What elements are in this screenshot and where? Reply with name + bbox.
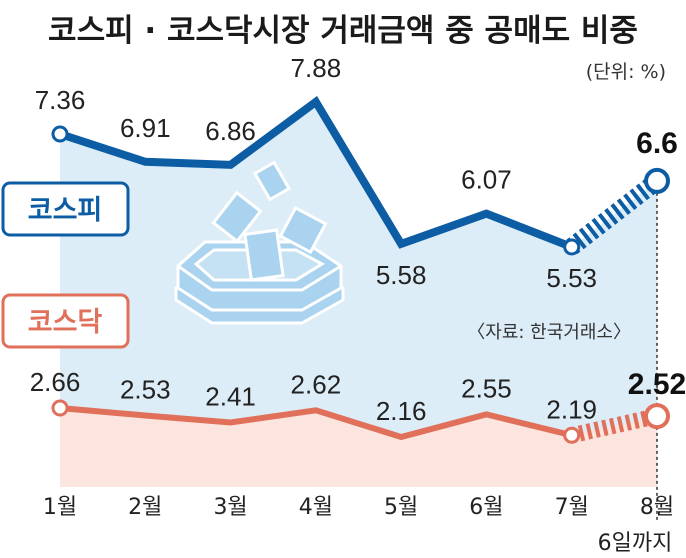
kospi-data-label: 6.91 [120, 113, 171, 143]
kospi-data-label: 5.58 [376, 260, 427, 290]
kosdaq-data-label: 2.66 [30, 367, 81, 397]
x-tick-label: 5월 [384, 495, 418, 520]
x-tick-label: 4월 [299, 495, 333, 520]
kosdaq-point-marker [563, 426, 581, 444]
kosdaq-line [59, 405, 573, 441]
kospi-data-label: 6.6 [636, 127, 678, 160]
x-tick-label: 1월 [43, 495, 77, 520]
kosdaq-data-label: 2.41 [205, 382, 256, 412]
kosdaq-partial-segment [569, 408, 659, 444]
last-period-note: 6일까지 [598, 531, 673, 556]
x-tick-label: 7월 [555, 495, 589, 520]
kosdaq-area [60, 408, 657, 487]
kospi-area [60, 101, 657, 487]
kospi-data-label: 5.53 [546, 263, 597, 293]
kosdaq-data-label: 2.55 [461, 373, 512, 403]
kosdaq-data-label: 2.19 [546, 394, 597, 424]
unit-label: (단위: %) [586, 61, 666, 83]
chart-title: 코스피 · 코스닥시장 거래금액 중 공매도 비중 [48, 13, 638, 49]
kosdaq-latest-marker [644, 403, 670, 430]
kospi-data-label: 6.86 [205, 116, 256, 146]
kospi-latest-marker [644, 167, 670, 194]
x-tick-label: 6월 [469, 495, 503, 520]
kospi-data-label: 6.07 [461, 165, 512, 195]
kosdaq-data-label: 2.53 [120, 375, 171, 405]
kospi-line [58, 96, 574, 251]
kospi-data-label: 7.36 [35, 85, 86, 115]
x-tick-label: 3월 [213, 495, 247, 520]
kosdaq-data-label: 2.16 [376, 396, 427, 426]
legend-kosdaq: 코스닥 [1, 293, 130, 349]
ballot-box-icon [174, 160, 345, 325]
legend-kosdaq-label: 코스닥 [28, 307, 103, 338]
x-tick-label: 2월 [128, 495, 162, 520]
kospi-point-marker [563, 238, 581, 256]
kospi-data-label: 7.88 [291, 53, 342, 83]
legend-kospi-label: 코스피 [28, 195, 103, 226]
x-tick-label: 8월 [640, 495, 674, 520]
source-label: 〈자료: 한국거래소〉 [467, 322, 631, 343]
kospi-point-marker [51, 125, 69, 143]
legend-kospi: 코스피 [1, 181, 130, 237]
kosdaq-data-label: 2.62 [291, 369, 342, 399]
kosdaq-data-label: 2.52 [628, 368, 686, 401]
kosdaq-point-marker [51, 399, 69, 417]
kospi-partial-segment [566, 173, 663, 255]
